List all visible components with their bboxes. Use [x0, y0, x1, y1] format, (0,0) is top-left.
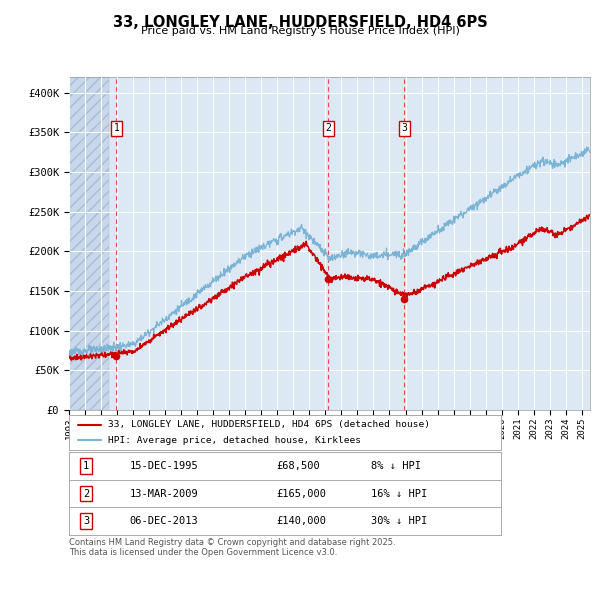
- Text: 1: 1: [113, 123, 119, 133]
- Text: 16% ↓ HPI: 16% ↓ HPI: [371, 489, 428, 499]
- Text: £140,000: £140,000: [277, 516, 326, 526]
- Text: 15-DEC-1995: 15-DEC-1995: [130, 461, 198, 471]
- Text: 8% ↓ HPI: 8% ↓ HPI: [371, 461, 421, 471]
- Text: 1: 1: [83, 461, 89, 471]
- Text: 06-DEC-2013: 06-DEC-2013: [130, 516, 198, 526]
- Text: 3: 3: [401, 123, 407, 133]
- Text: Price paid vs. HM Land Registry's House Price Index (HPI): Price paid vs. HM Land Registry's House …: [140, 26, 460, 36]
- Text: 33, LONGLEY LANE, HUDDERSFIELD, HD4 6PS: 33, LONGLEY LANE, HUDDERSFIELD, HD4 6PS: [113, 15, 487, 30]
- Text: HPI: Average price, detached house, Kirklees: HPI: Average price, detached house, Kirk…: [108, 436, 361, 445]
- Text: 2: 2: [83, 489, 89, 499]
- Text: Contains HM Land Registry data © Crown copyright and database right 2025.
This d: Contains HM Land Registry data © Crown c…: [69, 538, 395, 558]
- Text: 13-MAR-2009: 13-MAR-2009: [130, 489, 198, 499]
- Text: 33, LONGLEY LANE, HUDDERSFIELD, HD4 6PS (detached house): 33, LONGLEY LANE, HUDDERSFIELD, HD4 6PS …: [108, 420, 430, 429]
- Text: £68,500: £68,500: [277, 461, 320, 471]
- Text: 2: 2: [326, 123, 331, 133]
- Text: 30% ↓ HPI: 30% ↓ HPI: [371, 516, 428, 526]
- Bar: [69, 77, 109, 410]
- Text: 3: 3: [83, 516, 89, 526]
- Text: £165,000: £165,000: [277, 489, 326, 499]
